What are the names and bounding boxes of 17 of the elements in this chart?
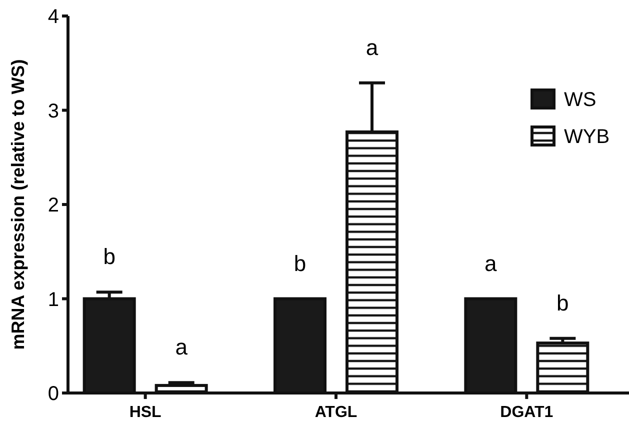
x-tick-label: DGAT1 bbox=[500, 404, 554, 421]
y-tick-label: 1 bbox=[48, 288, 59, 311]
annotation: a bbox=[484, 250, 498, 276]
y-tick-label: 2 bbox=[48, 194, 59, 216]
y-axis-title: mRNA expression (relative to WS) bbox=[8, 59, 28, 350]
y-tick-label: 4 bbox=[48, 6, 59, 28]
x-tick-label: HSL bbox=[129, 404, 162, 421]
y-tick-label: 3 bbox=[48, 100, 59, 122]
x-tick-label: ATGL bbox=[314, 404, 358, 421]
y-tick-label: 0 bbox=[48, 383, 59, 405]
annotation: b bbox=[103, 244, 116, 270]
legend-label: WYB bbox=[564, 126, 610, 148]
legend-label: WS bbox=[564, 89, 596, 111]
annotation: a bbox=[175, 334, 188, 360]
annotation: b bbox=[556, 290, 569, 316]
annotation: a bbox=[366, 34, 379, 60]
annotation: b bbox=[294, 250, 306, 276]
